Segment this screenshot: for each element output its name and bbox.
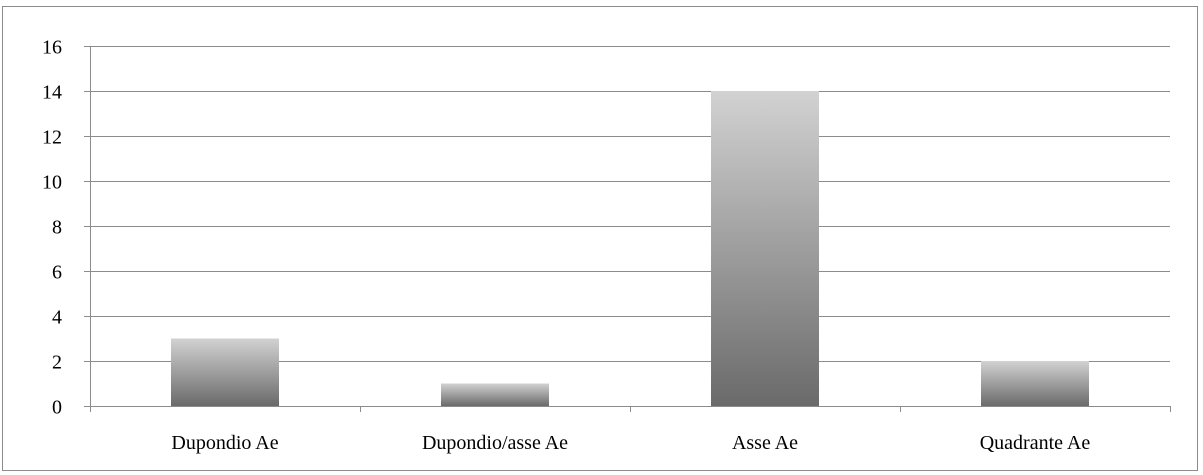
- y-axis-tick-labels: 0 2 4 6 8 10 12 14 16: [42, 37, 62, 419]
- bar-dupondio-ae: [171, 338, 279, 406]
- x-axis-category-labels: Dupondio Ae Dupondio/asse Ae Asse Ae Quadra…: [171, 432, 1090, 454]
- bar-asse-ae: [711, 91, 819, 406]
- y-tick-label-16: 16: [42, 37, 62, 59]
- y-tick-label-8: 8: [52, 217, 62, 239]
- y-tick-label-12: 12: [42, 127, 62, 149]
- x-category-label: Quadrante Ae: [980, 432, 1091, 454]
- x-category-label: Asse Ae: [732, 432, 798, 454]
- y-tick-label-14: 14: [42, 82, 62, 104]
- x-category-label: Dupondio/asse Ae: [422, 432, 568, 454]
- y-tick-label-0: 0: [52, 397, 62, 419]
- bars: [171, 91, 1089, 406]
- x-axis: [90, 406, 1171, 412]
- y-tick-label-2: 2: [52, 352, 62, 374]
- y-tick-label-10: 10: [42, 172, 62, 194]
- bar-quadrante-ae: [981, 361, 1089, 406]
- bar-dupondio-asse-ae: [441, 383, 549, 406]
- x-category-label: Dupondio Ae: [171, 432, 278, 454]
- y-tick-label-4: 4: [52, 307, 62, 329]
- y-tick-label-6: 6: [52, 262, 62, 284]
